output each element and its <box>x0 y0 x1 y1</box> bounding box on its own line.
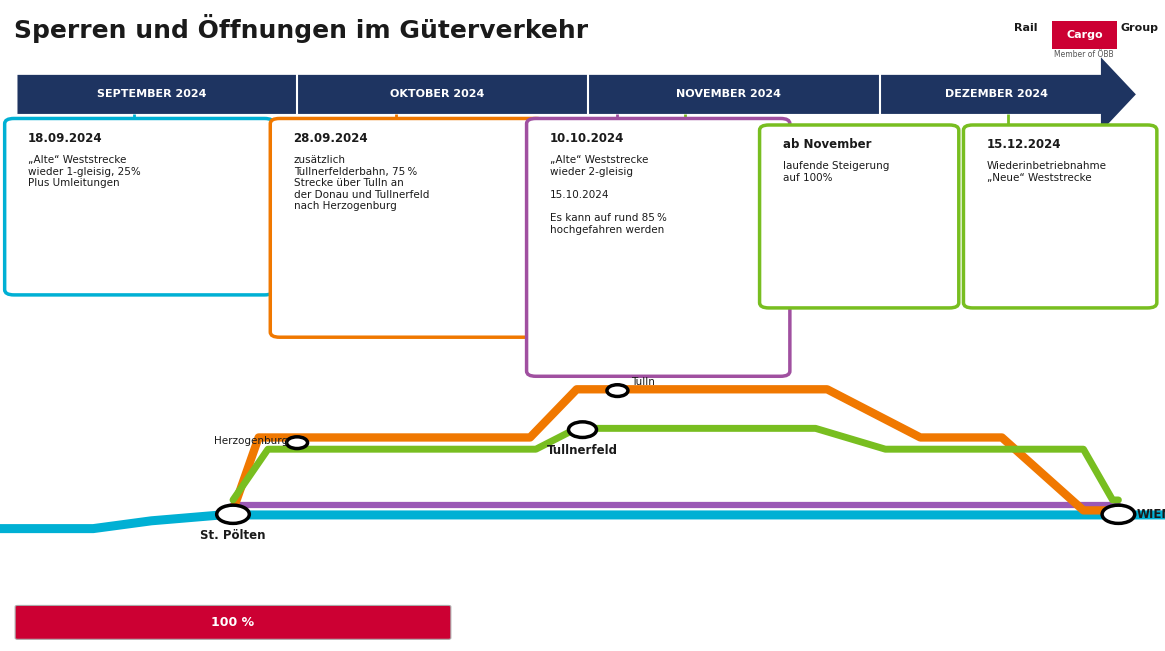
FancyBboxPatch shape <box>270 118 545 337</box>
Text: Cargo: Cargo <box>1066 30 1103 40</box>
Text: Group: Group <box>1121 23 1159 33</box>
Text: St. Pölten: St. Pölten <box>200 529 266 542</box>
Circle shape <box>1102 505 1135 523</box>
Text: ab November: ab November <box>783 138 871 151</box>
Text: „Alte“ Weststrecke
wieder 2-gleisig

15.10.2024

Es kann auf rund 85 %
hochgefah: „Alte“ Weststrecke wieder 2-gleisig 15.1… <box>550 155 666 234</box>
FancyBboxPatch shape <box>527 118 790 376</box>
Text: 18.09.2024: 18.09.2024 <box>28 132 103 145</box>
Text: 100 %: 100 % <box>211 616 255 629</box>
Text: DEZEMBER 2024: DEZEMBER 2024 <box>945 89 1047 100</box>
Text: zusätzlich
Tullnerfelderbahn, 75 %
Strecke über Tulln an
der Donau und Tullnerfe: zusätzlich Tullnerfelderbahn, 75 % Strec… <box>294 155 429 212</box>
Text: Sperren und Öffnungen im Güterverkehr: Sperren und Öffnungen im Güterverkehr <box>14 14 588 44</box>
Text: WIEN: WIEN <box>1137 508 1165 521</box>
FancyBboxPatch shape <box>1052 21 1117 49</box>
Circle shape <box>287 437 308 449</box>
Text: laufende Steigerung
auf 100%: laufende Steigerung auf 100% <box>783 161 889 183</box>
Text: Rail: Rail <box>1014 23 1037 33</box>
Text: Tullnerfeld: Tullnerfeld <box>548 444 617 457</box>
Circle shape <box>569 422 596 437</box>
Circle shape <box>607 385 628 396</box>
FancyBboxPatch shape <box>760 125 959 308</box>
Text: Tulln: Tulln <box>631 378 655 387</box>
Text: „Alte“ Weststrecke
wieder 1-gleisig, 25%
Plus Umleitungen: „Alte“ Weststrecke wieder 1-gleisig, 25%… <box>28 155 141 188</box>
Text: SEPTEMBER 2024: SEPTEMBER 2024 <box>97 89 206 100</box>
Text: 28.09.2024: 28.09.2024 <box>294 132 368 145</box>
Text: Member of ÖBB: Member of ÖBB <box>1054 50 1114 59</box>
Text: 10.10.2024: 10.10.2024 <box>550 132 624 145</box>
Text: Herzogenburg: Herzogenburg <box>213 436 288 447</box>
Polygon shape <box>17 57 1136 132</box>
Text: OKTOBER 2024: OKTOBER 2024 <box>389 89 485 100</box>
Text: 15.12.2024: 15.12.2024 <box>987 138 1061 151</box>
Text: Wiederinbetriebnahme
„Neue“ Weststrecke: Wiederinbetriebnahme „Neue“ Weststrecke <box>987 161 1107 183</box>
Circle shape <box>217 505 249 523</box>
Text: NOVEMBER 2024: NOVEMBER 2024 <box>676 89 781 100</box>
FancyBboxPatch shape <box>963 125 1157 308</box>
FancyBboxPatch shape <box>15 605 451 639</box>
FancyBboxPatch shape <box>5 118 274 295</box>
